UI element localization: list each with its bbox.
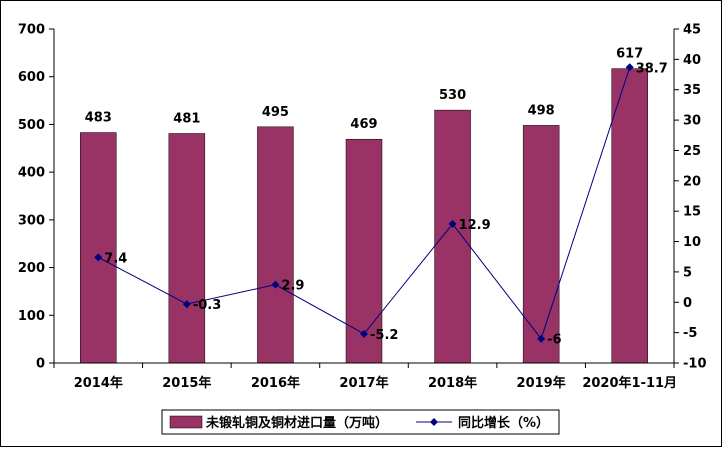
legend-line-label: 同比增长（%） xyxy=(458,415,549,431)
bar xyxy=(345,138,383,364)
legend-bar-swatch xyxy=(169,415,203,429)
bar xyxy=(611,68,648,364)
left-axis-tick-label: 700 xyxy=(18,23,45,38)
line-value-label: 7.4 xyxy=(104,251,127,266)
right-axis-tick-label: 40 xyxy=(683,53,701,68)
bar xyxy=(434,109,471,364)
line-marker xyxy=(625,63,634,72)
bar-value-label: 617 xyxy=(616,47,643,62)
bar-series xyxy=(80,68,648,364)
line-marker xyxy=(537,334,546,343)
line-marker xyxy=(271,280,280,289)
left-axis-tick-label: 500 xyxy=(18,118,45,133)
left-axis-tick-label: 100 xyxy=(18,309,45,324)
line-value-label: -6 xyxy=(547,333,561,348)
right-axis-tick-label: 20 xyxy=(683,174,701,189)
right-axis-tick-label: 30 xyxy=(683,114,701,129)
bar-value-label: 481 xyxy=(173,111,200,126)
x-axis: 2014年 2015年 2016年 2017年 2018年 2019年 2020年1-11月 xyxy=(53,362,677,391)
line-value-label: -5.2 xyxy=(370,328,398,343)
right-axis-tick-label: 5 xyxy=(683,265,692,280)
x-axis-category-label: 2017年 xyxy=(339,375,388,391)
line-series xyxy=(94,63,634,343)
right-axis-tick-label: 35 xyxy=(683,83,701,98)
bar-value-label: 530 xyxy=(439,88,466,103)
line-marker xyxy=(360,329,368,338)
legend-box xyxy=(161,409,560,435)
bar xyxy=(80,132,117,364)
right-axis: -10 -5 0 5 10 15 20 25 30 35 40 45 xyxy=(673,23,707,372)
left-axis-tick-label: 400 xyxy=(18,166,45,181)
x-axis-category-label: 2019年 xyxy=(517,375,566,391)
right-axis-tick-label: 0 xyxy=(683,296,692,311)
bar xyxy=(168,133,206,364)
right-axis-tick-label: -10 xyxy=(683,357,707,372)
bar-value-label: 483 xyxy=(85,111,112,126)
line-marker xyxy=(94,253,103,262)
legend-bar-label: 未锻轧铜及铜材进口量（万吨） xyxy=(205,415,388,431)
x-axis-category-label: 2020年1-11月 xyxy=(582,375,677,391)
left-axis: 0 100 200 300 400 500 600 700 xyxy=(18,23,55,372)
legend: 未锻轧铜及铜材进口量（万吨） 同比增长（%） xyxy=(161,409,560,435)
bar-value-label: 495 xyxy=(262,105,289,120)
right-axis-tick-label: 15 xyxy=(683,205,701,220)
line-marker xyxy=(182,300,191,309)
x-axis-category-label: 2016年 xyxy=(251,375,300,391)
left-axis-tick-label: 200 xyxy=(18,261,45,276)
right-axis-tick-label: 45 xyxy=(683,23,701,38)
bar-value-label: 469 xyxy=(350,117,377,132)
left-axis-tick-label: 300 xyxy=(18,213,45,228)
line-value-label: 38.7 xyxy=(636,61,668,76)
bar-data-labels: 483 481 495 469 530 498 617 xyxy=(85,47,644,133)
bar xyxy=(522,125,560,364)
x-axis-category-label: 2018年 xyxy=(428,375,477,391)
bar-value-label: 498 xyxy=(528,103,555,118)
line-value-label: 2.9 xyxy=(281,279,304,294)
right-axis-tick-label: -5 xyxy=(683,326,697,341)
left-axis-tick-label: 0 xyxy=(36,357,45,372)
x-axis-category-label: 2014年 xyxy=(74,375,123,391)
line-data-labels: 7.4 -0.3 2.9 -5.2 12.9 -6 38.7 xyxy=(104,61,668,347)
line-value-label: -0.3 xyxy=(193,298,221,313)
left-axis-tick-label: 600 xyxy=(18,70,45,85)
line-value-label: 12.9 xyxy=(459,218,491,233)
legend-line-marker xyxy=(430,418,438,426)
right-axis-tick-label: 10 xyxy=(683,235,701,250)
right-axis-tick-label: 25 xyxy=(683,144,701,159)
bar xyxy=(257,126,294,364)
x-axis-category-label: 2015年 xyxy=(162,375,211,391)
line-marker xyxy=(448,219,457,228)
